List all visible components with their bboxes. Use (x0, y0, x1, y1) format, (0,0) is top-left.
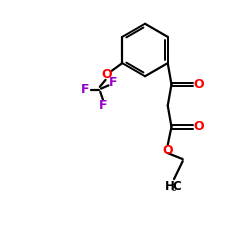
Text: F: F (99, 99, 108, 112)
Text: O: O (102, 68, 112, 81)
Text: F: F (109, 76, 118, 90)
Text: O: O (162, 144, 172, 157)
Text: F: F (81, 84, 90, 96)
Text: 3: 3 (171, 184, 176, 193)
Text: C: C (173, 180, 182, 192)
Text: H: H (164, 180, 174, 192)
Text: O: O (193, 120, 203, 133)
Text: O: O (193, 78, 203, 91)
